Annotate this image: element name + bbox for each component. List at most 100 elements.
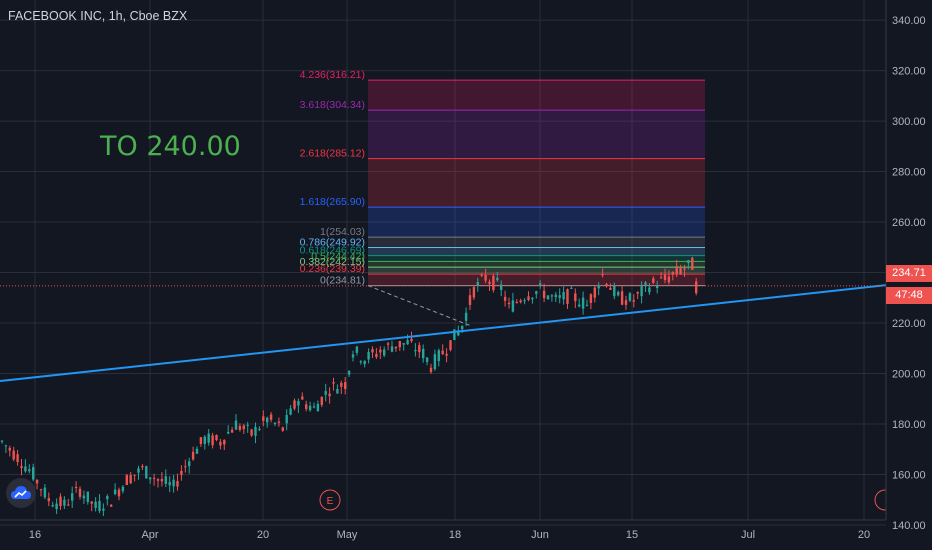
- candle-body: [663, 274, 667, 281]
- candle-body: [51, 505, 54, 507]
- candle-body: [527, 296, 530, 300]
- x-tick-label: 20: [858, 529, 870, 541]
- y-tick-label: 140.00: [892, 520, 926, 532]
- candle-body: [246, 424, 249, 426]
- fib-zone: [368, 261, 705, 268]
- candle-body: [78, 488, 82, 497]
- candle-body: [121, 486, 125, 492]
- candle-body: [644, 282, 647, 287]
- candle-body: [507, 302, 511, 305]
- candle-body: [593, 287, 596, 298]
- x-tick-label: 16: [29, 529, 41, 541]
- fib-level-label: 2.618(285.12): [300, 148, 365, 160]
- candle-body: [74, 486, 78, 488]
- candle-body: [39, 489, 43, 491]
- y-tick-label: 180.00: [892, 419, 926, 431]
- candle-body: [273, 422, 277, 424]
- candle-body: [43, 487, 47, 498]
- candle-body: [59, 496, 62, 507]
- candle-body: [558, 295, 561, 298]
- candle-body: [468, 295, 472, 305]
- candle-body: [624, 300, 628, 305]
- candle-body: [433, 354, 437, 370]
- candle-body: [418, 345, 421, 353]
- candle-body: [691, 257, 694, 270]
- candle-body: [589, 294, 593, 303]
- candle-body: [180, 470, 183, 475]
- candle-body: [453, 329, 456, 341]
- candle-body: [500, 284, 503, 291]
- candle-body: [223, 439, 226, 445]
- candle-body: [398, 341, 401, 348]
- candle-body: [659, 277, 663, 279]
- fib-zone: [368, 255, 705, 262]
- candle-body: [476, 282, 479, 286]
- candle-body: [125, 475, 128, 486]
- candle-body: [597, 285, 600, 289]
- candle-body: [359, 361, 362, 363]
- candle-body: [675, 266, 678, 274]
- trendline[interactable]: E: [0, 284, 896, 511]
- fib-level-label: 0.5(244.42): [311, 250, 365, 262]
- candle-body: [227, 432, 230, 434]
- earnings-marker-label: E: [327, 496, 334, 507]
- candle-body: [152, 477, 156, 479]
- candle-body: [652, 278, 655, 283]
- candle-body: [363, 360, 366, 365]
- candle-body: [156, 479, 160, 481]
- time-axis[interactable]: 16 Apr 20 May 18 Jun 15 Jul 20: [0, 519, 886, 541]
- candle-body: [562, 292, 565, 300]
- candle-body: [262, 416, 265, 421]
- candle-body: [640, 286, 643, 297]
- candle-body: [250, 429, 253, 436]
- candle-body: [441, 350, 444, 355]
- candle-body: [258, 428, 261, 430]
- candle-body: [0, 440, 4, 442]
- candle-body: [648, 287, 651, 293]
- candle-body: [429, 367, 433, 373]
- y-tick-label: 320.00: [892, 66, 926, 78]
- candle-body: [620, 291, 624, 305]
- fib-zone: [368, 274, 705, 286]
- candle-body: [199, 437, 203, 444]
- candle-body: [160, 478, 164, 482]
- candle-body: [351, 354, 355, 358]
- x-tick-label: 20: [257, 529, 269, 541]
- fib-zone: [368, 237, 705, 248]
- candle-body: [63, 499, 66, 506]
- candle-body: [515, 302, 518, 304]
- fib-zone: [368, 80, 705, 111]
- target-annotation[interactable]: TO 240.00: [100, 131, 241, 162]
- candle-body: [145, 466, 148, 479]
- fib-level-label: 0.382(242.15): [300, 256, 365, 268]
- y-tick-label: 160.00: [892, 469, 926, 481]
- candle-body: [234, 420, 238, 430]
- candle-body: [511, 300, 515, 312]
- candle-body: [207, 433, 210, 443]
- earnings-marker[interactable]: E: [319, 489, 341, 511]
- candle-body: [570, 287, 573, 289]
- candle-body: [55, 503, 58, 510]
- candle-body: [106, 496, 109, 500]
- support-trendline[interactable]: [0, 284, 887, 383]
- candle-body: [289, 408, 292, 415]
- fib-zone: [368, 247, 705, 256]
- tradingview-cloud-icon[interactable]: [6, 478, 36, 508]
- candle-body: [297, 400, 300, 406]
- candle-body: [301, 396, 304, 400]
- fibonacci-retracement[interactable]: 0(234.81)0.236(239.39)0.382(242.15)0.5(2…: [300, 69, 705, 326]
- candle-body: [172, 479, 175, 487]
- candle-body: [390, 346, 394, 352]
- candle-body: [449, 340, 452, 351]
- candle-body: [308, 405, 312, 411]
- candle-body: [422, 348, 425, 359]
- candle-body: [32, 467, 35, 480]
- candle-body: [113, 489, 117, 495]
- candle-body: [340, 382, 343, 387]
- candle-body: [332, 382, 335, 384]
- candle-body: [484, 274, 487, 281]
- candle-body: [344, 382, 347, 389]
- price-candles: [0, 256, 698, 516]
- fib-zone: [368, 158, 705, 208]
